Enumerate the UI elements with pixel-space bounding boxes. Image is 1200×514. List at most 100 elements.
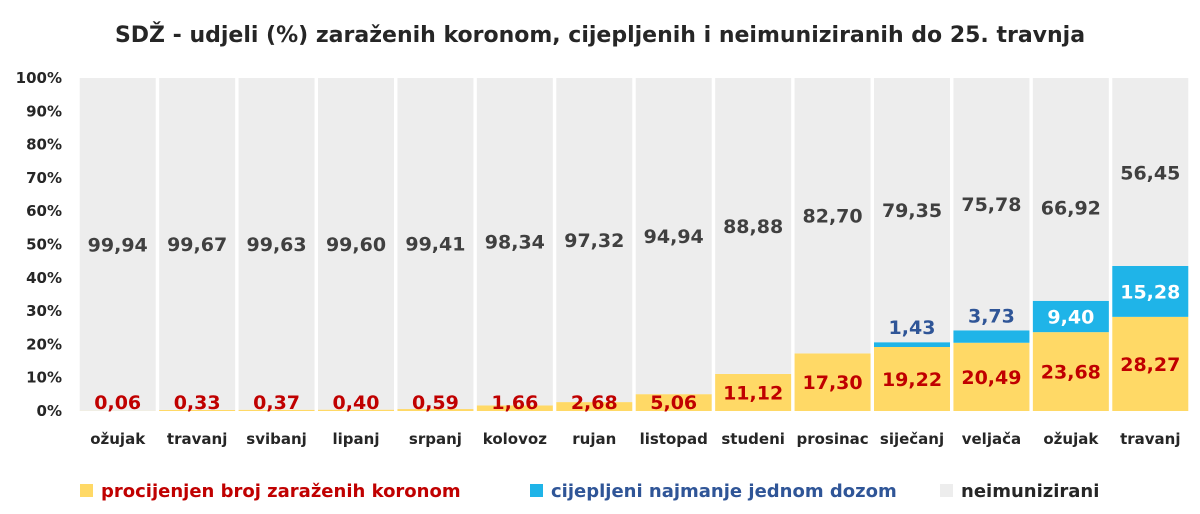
data-label-unimmunized: 99,94 (88, 234, 148, 256)
data-label-unimmunized: 56,45 (1120, 163, 1180, 185)
x-tick-label: veljača (962, 430, 1021, 448)
x-tick-label: siječanj (880, 430, 944, 448)
y-tick-label: 10% (26, 369, 62, 387)
bar-unimmunized (874, 78, 950, 343)
y-tick-label: 0% (37, 402, 62, 420)
data-label-unimmunized: 98,34 (485, 232, 545, 254)
data-label-infected: 0,37 (253, 392, 300, 414)
bar-infected (1032, 332, 1109, 411)
bar-infected (794, 353, 871, 411)
data-label-vaccinated: 3,73 (968, 305, 1015, 327)
x-axis: ožujak travanj svibanj lipanj srpanj kolovoz r… (90, 430, 1180, 448)
x-tick-label: srpanj (409, 430, 462, 448)
bar-unimmunized (556, 78, 633, 403)
bar-unimmunized (635, 78, 712, 395)
bar-vaccinated (874, 342, 950, 347)
data-label-unimmunized: 99,60 (326, 234, 386, 256)
bar-infected (874, 346, 950, 411)
y-tick-label: 70% (26, 169, 62, 187)
data-label-vaccinated: 1,43 (889, 317, 936, 339)
data-label-infected: 2,68 (571, 392, 618, 414)
data-label-unimmunized: 99,41 (405, 234, 465, 256)
bar-unimmunized (238, 78, 315, 410)
bar-unimmunized (318, 78, 394, 410)
x-tick-label: prosinac (796, 430, 868, 448)
data-label-vaccinated: 9,40 (1047, 306, 1094, 328)
data-label-infected: 0,06 (94, 392, 141, 414)
data-label-vaccinated: 15,28 (1120, 281, 1180, 303)
y-tick-label: 40% (26, 269, 62, 287)
data-label-unimmunized: 75,78 (961, 194, 1021, 216)
y-tick-label: 50% (26, 236, 62, 254)
legend-label-infected: procijenjen broj zaraženih koronom (101, 481, 461, 502)
data-label-infected: 20,49 (961, 367, 1021, 389)
y-tick-label: 90% (26, 102, 62, 120)
y-tick-label: 20% (26, 335, 62, 353)
bars-area (79, 78, 1189, 411)
bar-unimmunized (953, 78, 1030, 331)
bar-infected (397, 409, 474, 411)
bar-unimmunized (1112, 78, 1189, 266)
bar-infected (1112, 316, 1189, 411)
x-tick-label: travanj (1120, 430, 1180, 448)
data-label-infected: 0,59 (412, 392, 459, 414)
bar-infected (635, 394, 712, 411)
x-tick-label: lipanj (333, 430, 380, 448)
legend-swatch-unimmunized (940, 484, 953, 497)
bar-vaccinated (953, 330, 1030, 343)
data-label-infected: 23,68 (1041, 362, 1101, 384)
bar-unimmunized (794, 78, 871, 354)
bar-infected (238, 409, 315, 411)
x-tick-label: svibanj (246, 430, 307, 448)
data-label-unimmunized: 82,70 (803, 206, 863, 228)
x-tick-label: listopad (640, 430, 708, 448)
bar-infected (318, 409, 394, 411)
legend-swatch-infected (80, 484, 93, 497)
chart-title: SDŽ - udjeli (%) zaraženih koronom, cije… (115, 22, 1085, 48)
y-tick-label: 100% (16, 69, 62, 87)
bar-unimmunized (397, 78, 474, 410)
data-label-infected: 0,33 (174, 392, 221, 414)
bar-infected (159, 409, 236, 411)
y-tick-label: 60% (26, 202, 62, 220)
bar-unimmunized (715, 78, 792, 374)
data-label-infected: 19,22 (882, 369, 942, 391)
legend: procijenjen broj zaraženih koronom cijepl… (80, 481, 1099, 502)
data-labels: 0,06 99,94 0,33 99,67 0,37 99,63 0,40 99,60 0,59… (88, 163, 1181, 414)
bar-infected (556, 402, 633, 411)
data-label-infected: 0,40 (333, 392, 380, 414)
bar-infected (953, 342, 1030, 411)
x-tick-label: kolovoz (483, 430, 547, 448)
x-tick-label: ožujak (1043, 430, 1099, 448)
x-tick-label: travanj (167, 430, 227, 448)
data-label-infected: 28,27 (1120, 354, 1180, 376)
data-label-unimmunized: 99,63 (247, 234, 307, 256)
legend-label-vaccinated: cijepljeni najmanje jednom dozom (551, 481, 897, 502)
legend-label-unimmunized: neimunizirani (961, 481, 1099, 502)
bar-unimmunized (79, 78, 156, 411)
y-tick-label: 30% (26, 302, 62, 320)
x-tick-label: rujan (572, 430, 616, 448)
bar-infected (715, 373, 792, 411)
bar-unimmunized (159, 78, 236, 410)
bar-infected (476, 405, 553, 411)
bar-vaccinated (1032, 300, 1109, 333)
data-label-unimmunized: 99,67 (167, 234, 227, 256)
x-tick-label: ožujak (90, 430, 146, 448)
bar-unimmunized (1032, 78, 1109, 301)
data-label-unimmunized: 66,92 (1041, 198, 1101, 220)
data-label-unimmunized: 94,94 (644, 226, 704, 248)
data-label-unimmunized: 97,32 (564, 230, 624, 252)
bar-unimmunized (476, 78, 553, 406)
y-axis: 0% 10% 20% 30% 40% 50% 60% 70% 80% 90% 100% (16, 69, 62, 420)
data-label-unimmunized: 79,35 (882, 200, 942, 222)
x-tick-label: studeni (721, 430, 785, 448)
data-label-infected: 11,12 (723, 382, 783, 404)
y-tick-label: 80% (26, 136, 62, 154)
data-label-infected: 17,30 (803, 372, 863, 394)
data-label-unimmunized: 88,88 (723, 216, 783, 238)
bar-vaccinated (1112, 265, 1189, 317)
legend-swatch-vaccinated (530, 484, 543, 497)
data-label-infected: 1,66 (491, 392, 538, 414)
